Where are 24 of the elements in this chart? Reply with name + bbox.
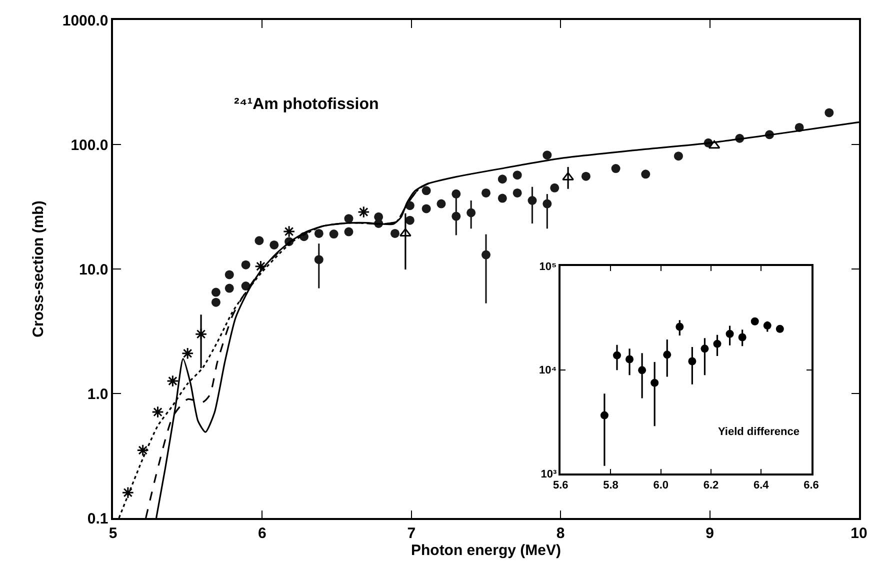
annotation: ²⁴¹Am photofission <box>234 96 379 113</box>
x-tick-label: 5 <box>108 524 118 542</box>
x-tick-label: 7 <box>407 524 416 542</box>
x-tick-label: 10 <box>850 524 868 542</box>
y-tick-label: 10⁴ <box>538 364 557 377</box>
y-tick-label: 10³ <box>540 468 557 481</box>
x-tick-label: 6 <box>258 524 266 542</box>
y-axis-title: Cross-section (mb) <box>30 200 48 338</box>
x-tick-label: 6.4 <box>753 480 770 492</box>
x-tick-label: 9 <box>706 524 714 542</box>
y-tick-label: 10.0 <box>79 261 108 278</box>
y-tick-label: 10⁵ <box>539 260 557 273</box>
x-tick-label: 6.2 <box>703 480 719 492</box>
y-tick-label: 1000.0 <box>62 12 108 30</box>
x-axis-title: Photon energy (MeV) <box>410 542 562 559</box>
x-tick-label: 6.6 <box>804 480 819 492</box>
x-tick-label: 6.0 <box>653 480 669 492</box>
x-tick-label: 8 <box>556 524 565 542</box>
y-tick-label: 0.1 <box>87 510 108 528</box>
y-tick-label: 1.0 <box>87 386 108 403</box>
y-tick-label: 100.0 <box>70 136 108 154</box>
x-tick-label: 5.6 <box>552 480 568 492</box>
x-tick-label: 5.8 <box>603 480 618 492</box>
annotation: Yield difference <box>718 426 800 438</box>
